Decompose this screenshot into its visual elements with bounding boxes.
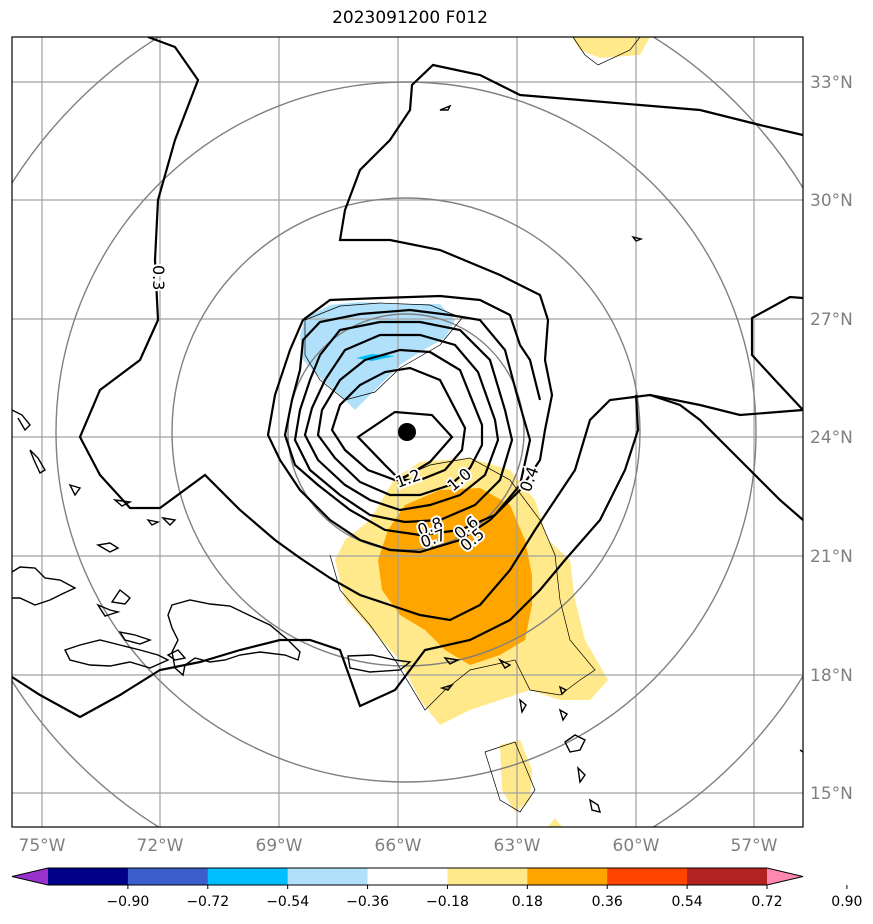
colorbar-extend-low — [12, 868, 48, 885]
lon-label: 66°W — [375, 836, 422, 856]
lat-label: 24°N — [810, 428, 853, 448]
latitude-labels: 33°N 30°N 27°N 24°N 21°N 18°N 15°N — [810, 73, 853, 804]
range-rings — [12, 37, 803, 827]
colorbar-segment — [207, 868, 289, 885]
colorbar-extend-high — [767, 868, 803, 885]
lon-label: 63°W — [494, 836, 541, 856]
colorbar — [11, 867, 804, 886]
colorbar-tick-label: 0.72 — [751, 894, 782, 910]
lat-label: 30°N — [810, 191, 853, 211]
colorbar-outline — [11, 867, 804, 886]
contour-label-0.3: 0.3 — [149, 265, 168, 290]
positive-shading-dark — [378, 488, 532, 665]
colorbar-tick-label: 0.18 — [512, 894, 543, 910]
colorbar-segment — [527, 868, 608, 885]
colorbar-segment — [127, 868, 209, 885]
map-frame — [11, 36, 804, 828]
colorbar-tick-label: 0.36 — [592, 894, 623, 910]
lat-label: 21°N — [810, 547, 853, 567]
colorbar-tick-label: 0.54 — [672, 894, 703, 910]
colorbar-segment — [287, 868, 369, 885]
colorbar-ticks: −0.90 −0.72 −0.54 −0.36 −0.18 0.18 0.36 0.54 0.7… — [106, 885, 862, 910]
colorbar-segment — [687, 868, 768, 885]
map-title: 2023091200 F012 — [332, 8, 488, 28]
lon-label: 57°W — [731, 836, 778, 856]
lon-label: 60°W — [613, 836, 660, 856]
colorbar-segment — [48, 868, 129, 885]
lat-label: 15°N — [810, 784, 853, 804]
shading-outlines — [304, 37, 641, 813]
lon-label: 72°W — [137, 836, 184, 856]
lat-label: 33°N — [810, 73, 853, 93]
contours — [12, 37, 803, 719]
colorbar-tick-label: −0.54 — [266, 894, 309, 910]
colorbar-tick-label: −0.72 — [186, 894, 229, 910]
lon-label: 69°W — [256, 836, 303, 856]
lat-label: 27°N — [810, 310, 853, 330]
colorbar-tick-label: 0.90 — [831, 894, 862, 910]
storm-center-marker — [398, 423, 416, 441]
coastlines — [12, 104, 803, 813]
colorbar-tick-label: −0.90 — [106, 894, 149, 910]
colorbar-tick-label: −0.36 — [346, 894, 389, 910]
colorbar-segment — [607, 868, 688, 885]
colorbar-segment — [447, 868, 528, 885]
lon-label: 75°W — [19, 836, 66, 856]
positive-shading-light — [335, 37, 650, 827]
contour-label-0.4: 0.4 — [516, 464, 543, 494]
lat-label: 18°N — [810, 666, 853, 686]
colorbar-tick-label: −0.18 — [426, 894, 469, 910]
longitude-labels: 75°W 72°W 69°W 66°W 63°W 60°W 57°W — [19, 836, 778, 856]
colorbar-segment — [367, 868, 448, 885]
